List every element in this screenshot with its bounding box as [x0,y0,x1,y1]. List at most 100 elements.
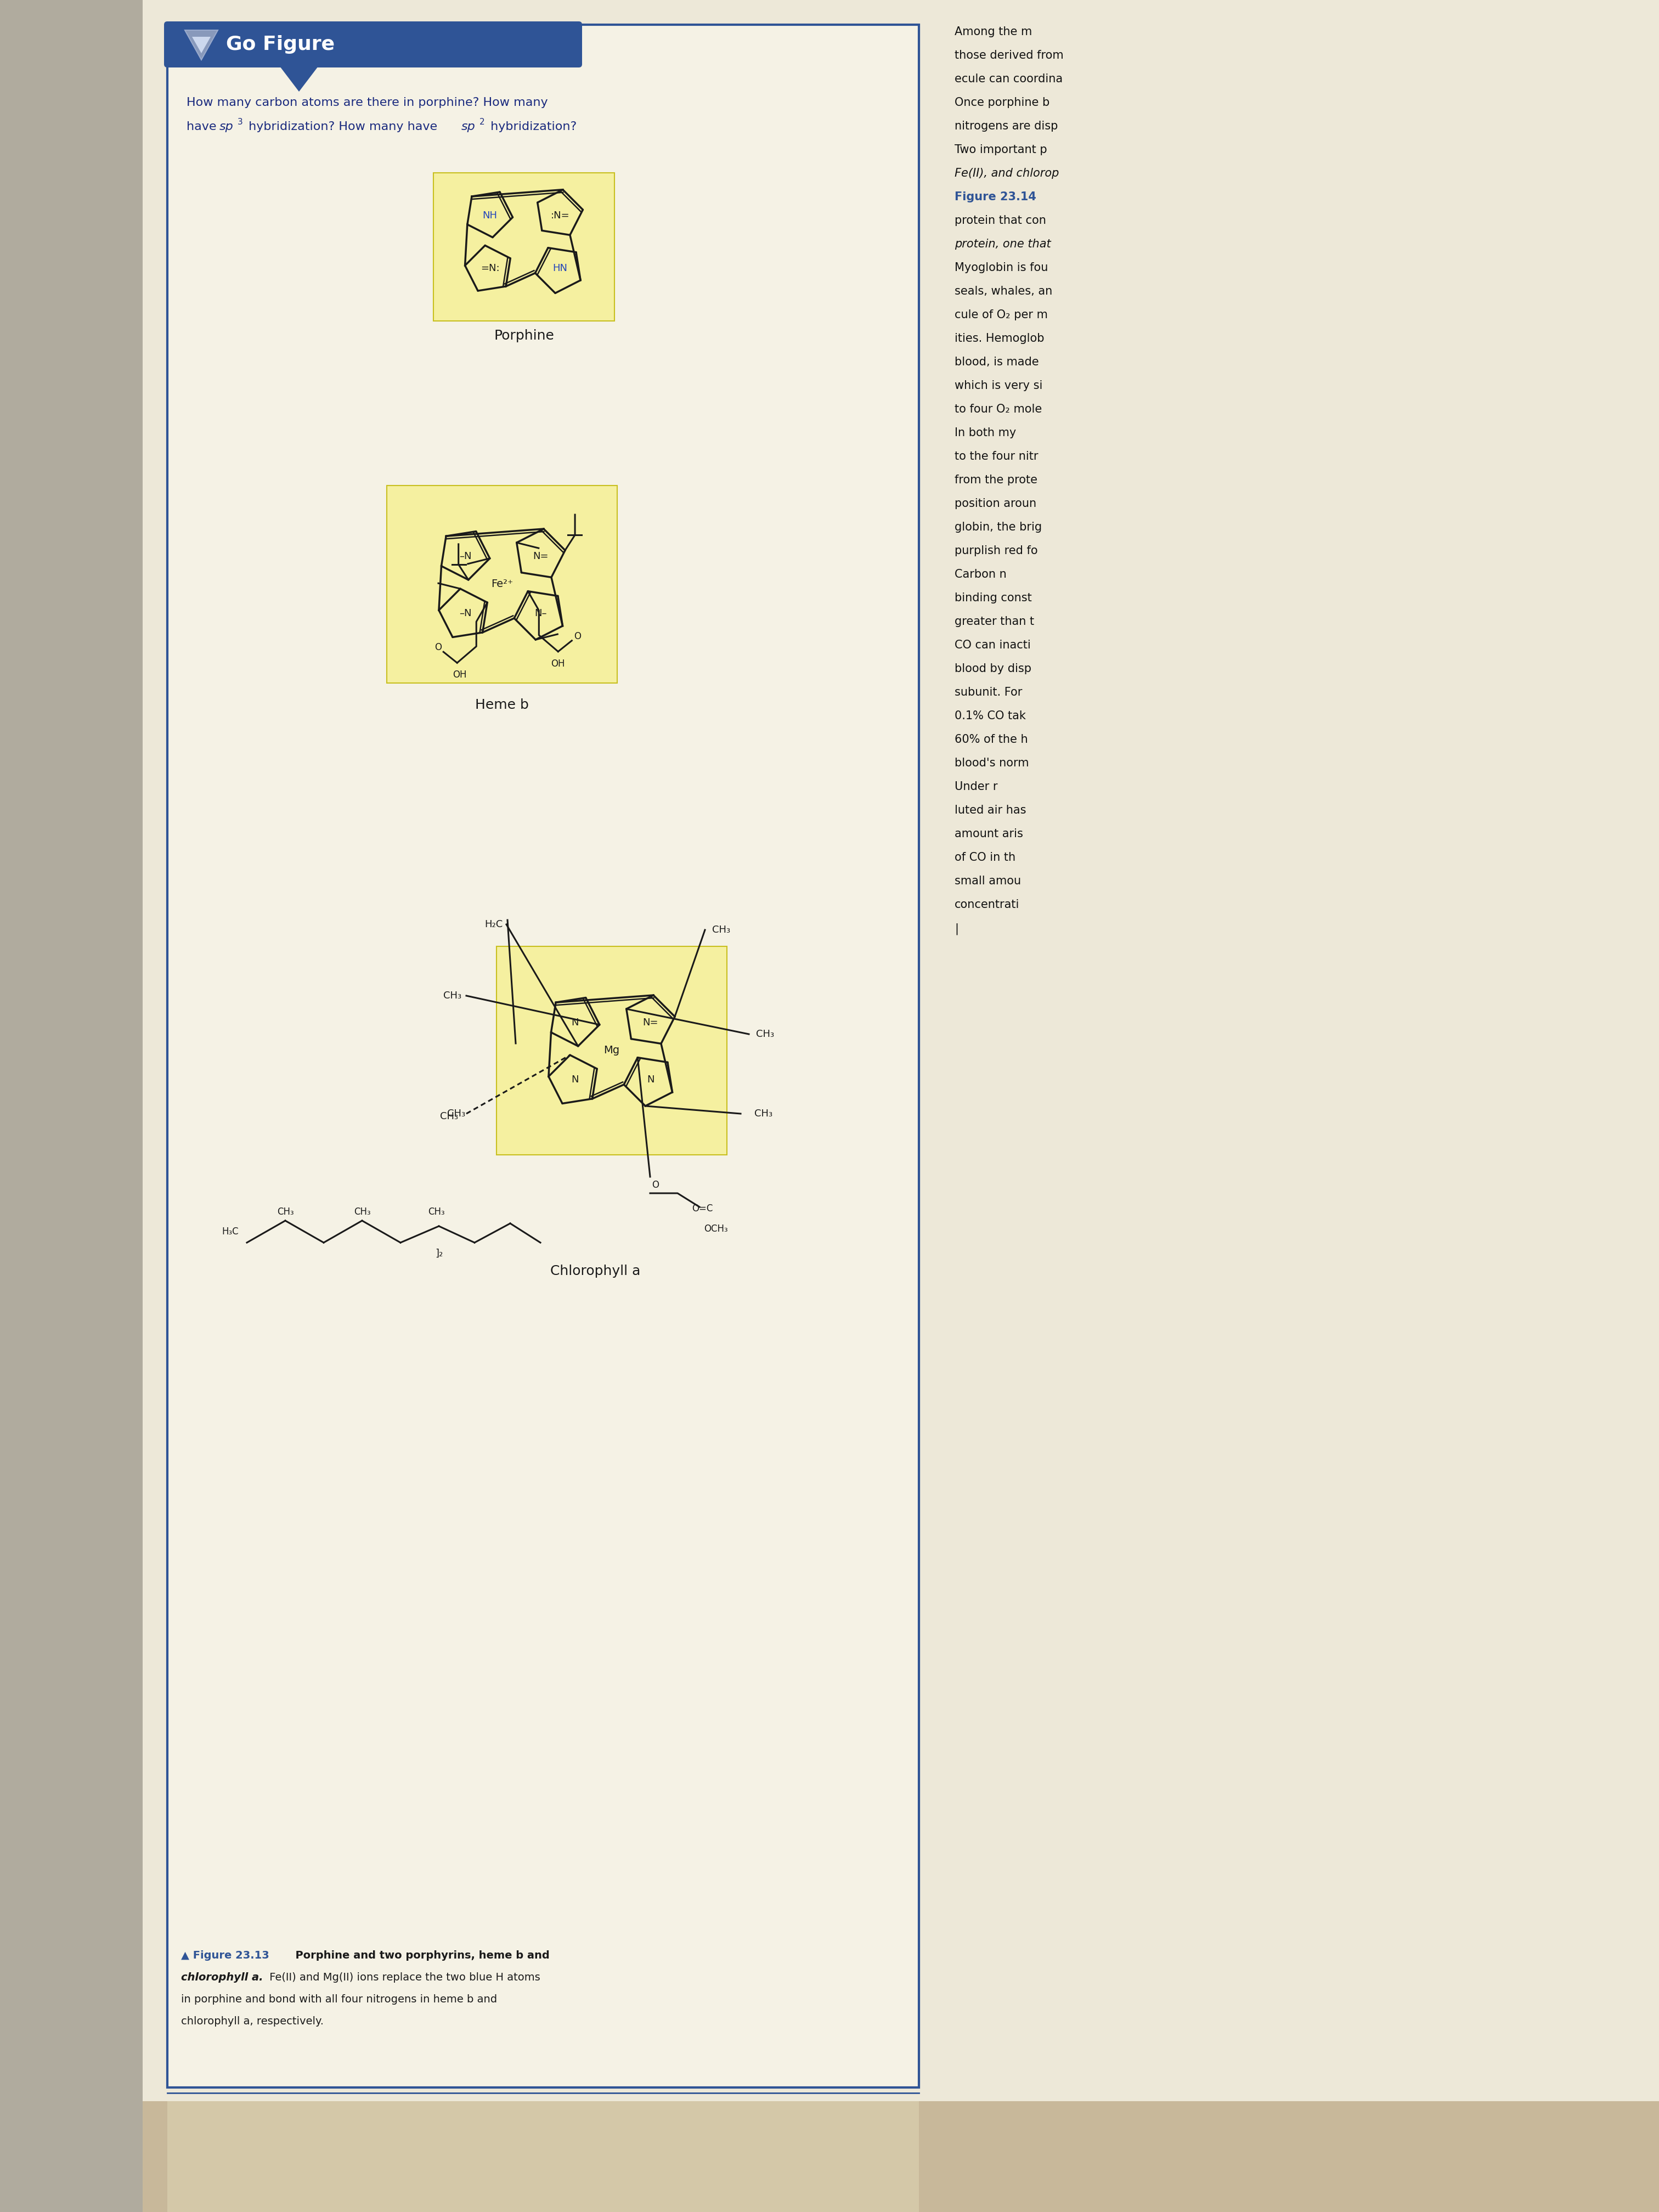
Text: O: O [435,641,441,653]
Bar [496,947,727,1155]
Text: CH₃: CH₃ [755,1108,773,1119]
Bar [168,2101,919,2212]
Text: of CO in th: of CO in th [954,852,1015,863]
Text: Among the m: Among the m [954,27,1032,38]
Text: Two important p: Two important p [954,144,1047,155]
Text: OH: OH [551,659,566,668]
Text: –N: –N [460,608,471,617]
Text: N–: N– [534,608,547,617]
Text: CH₃: CH₃ [428,1208,445,1217]
Text: ]₂: ]₂ [435,1248,443,1259]
Text: greater than t: greater than t [954,617,1034,626]
Text: sp: sp [461,122,476,133]
Text: N=: N= [642,1018,659,1029]
Text: in porphine and bond with all four nitrogens in heme b and: in porphine and bond with all four nitro… [181,1995,498,2004]
Text: amount aris: amount aris [954,830,1024,838]
Text: HN: HN [552,263,567,272]
Text: from the prote: from the prote [954,476,1037,484]
Text: :N=: :N= [551,210,569,221]
Text: ecule can coordina: ecule can coordina [954,73,1063,84]
Text: CH₃: CH₃ [448,1108,465,1119]
Text: have: have [186,122,221,133]
Text: =N:: =N: [481,263,499,272]
Text: sp: sp [219,122,234,133]
Text: –N: –N [460,551,471,562]
Text: seals, whales, an: seals, whales, an [954,285,1052,296]
Text: CH₃: CH₃ [277,1208,294,1217]
Text: subunit. For: subunit. For [954,688,1022,697]
Text: N: N [571,1018,579,1029]
Text: NH: NH [483,210,498,221]
Text: CH₃: CH₃ [712,925,730,936]
Text: position aroun: position aroun [954,498,1037,509]
Text: Porphine: Porphine [494,330,554,343]
Text: O: O [574,630,581,641]
Text: blood, is made: blood, is made [954,356,1039,367]
Text: Heme b: Heme b [474,699,529,712]
Text: How many carbon atoms are there in porphine? How many: How many carbon atoms are there in porph… [186,97,547,108]
Text: small amou: small amou [954,876,1020,887]
Text: N: N [647,1075,654,1084]
Bar [0,0,143,2212]
Bar [387,484,617,684]
Text: which is very si: which is very si [954,380,1042,392]
Polygon shape [192,38,211,53]
Text: OCH₃: OCH₃ [703,1223,728,1234]
Text: N: N [571,1075,579,1084]
Text: 3: 3 [237,117,242,126]
FancyBboxPatch shape [164,22,582,69]
Text: CH₃: CH₃ [443,991,461,1000]
Text: globin, the brig: globin, the brig [954,522,1042,533]
Text: to four O₂ mole: to four O₂ mole [954,405,1042,416]
Text: In both my: In both my [954,427,1017,438]
Text: 2: 2 [479,117,484,126]
Text: Fe²⁺: Fe²⁺ [491,580,513,588]
Text: Mg: Mg [604,1046,620,1055]
Text: protein, one that: protein, one that [954,239,1050,250]
Text: OH: OH [453,670,466,679]
Text: hybridization? How many have: hybridization? How many have [244,122,441,133]
Polygon shape [184,31,217,60]
Text: H₃C: H₃C [222,1228,239,1237]
Bar [143,2101,1659,2212]
Text: cule of O₂ per m: cule of O₂ per m [954,310,1048,321]
Text: ▲ Figure 23.13: ▲ Figure 23.13 [181,1951,269,1960]
Text: nitrogens are disp: nitrogens are disp [954,122,1058,133]
Text: Chlorophyll a: Chlorophyll a [551,1265,640,1279]
Text: blood by disp: blood by disp [954,664,1032,675]
Text: 60% of the h: 60% of the h [954,734,1029,745]
Text: hybridization?: hybridization? [486,122,577,133]
Text: H₂C: H₂C [484,920,503,929]
Text: |: | [954,922,959,933]
Text: N=: N= [533,551,549,562]
Text: ities. Hemoglob: ities. Hemoglob [954,334,1044,345]
Text: CH₃: CH₃ [353,1208,370,1217]
Text: blood's norm: blood's norm [954,759,1029,768]
Text: Under r: Under r [954,781,997,792]
Text: protein that con: protein that con [954,215,1047,226]
Text: CH₃: CH₃ [440,1110,458,1121]
Text: Myoglobin is fou: Myoglobin is fou [954,263,1048,274]
Text: Go Figure: Go Figure [226,35,335,53]
Text: O=C: O=C [692,1203,713,1214]
Text: concentrati: concentrati [954,898,1020,909]
Text: binding const: binding const [954,593,1032,604]
Polygon shape [279,64,320,91]
Text: purplish red fo: purplish red fo [954,546,1039,555]
Text: chlorophyll a, respectively.: chlorophyll a, respectively. [181,2015,324,2026]
Text: O: O [652,1179,659,1190]
Text: to the four nitr: to the four nitr [954,451,1039,462]
Text: luted air has: luted air has [954,805,1027,816]
Text: Figure 23.14: Figure 23.14 [954,192,1037,204]
Text: Porphine and two porphyrins, heme b and: Porphine and two porphyrins, heme b and [289,1951,549,1960]
Bar [433,173,614,321]
Text: Once porphine b: Once porphine b [954,97,1050,108]
Text: Carbon n: Carbon n [954,568,1007,580]
Text: Fe(II), and chlorop: Fe(II), and chlorop [954,168,1058,179]
Text: Fe(II) and Mg(II) ions replace the two blue H atoms: Fe(II) and Mg(II) ions replace the two b… [265,1973,541,1982]
Text: chlorophyll a.: chlorophyll a. [181,1973,264,1982]
Text: 0.1% CO tak: 0.1% CO tak [954,710,1025,721]
Text: CH₃: CH₃ [757,1029,775,1040]
Text: those derived from: those derived from [954,51,1063,62]
Text: CO can inacti: CO can inacti [954,639,1030,650]
